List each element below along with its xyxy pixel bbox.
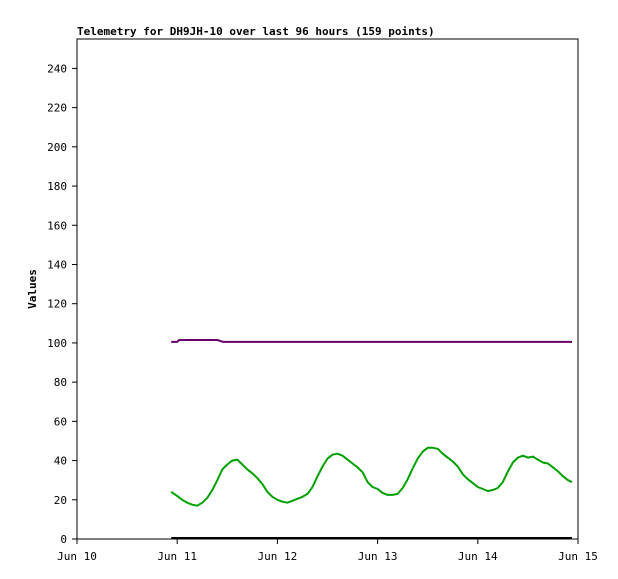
chart-title: Telemetry for DH9JH-10 over last 96 hour… xyxy=(77,25,435,38)
y-tick-label: 40 xyxy=(54,455,67,468)
y-tick-label: 240 xyxy=(47,62,67,75)
series-line-1 xyxy=(171,339,572,343)
y-tick-label: 80 xyxy=(54,376,67,389)
y-tick-label: 160 xyxy=(47,219,67,232)
x-tick-label: Jun 14 xyxy=(458,550,498,563)
x-tick-label: Jun 10 xyxy=(57,550,97,563)
x-tick-label: Jun 15 xyxy=(558,550,598,563)
series-layer xyxy=(170,339,573,539)
y-axis: 0 20 40 60 80 100 120 140 160 180 200 220 240 xyxy=(47,62,77,546)
y-tick-label: 220 xyxy=(47,102,67,115)
y-tick-label: 120 xyxy=(47,298,67,311)
plot-area xyxy=(76,38,579,540)
y-tick-label: 180 xyxy=(47,180,67,193)
series-line-2 xyxy=(170,446,573,507)
x-tick-label: Jun 11 xyxy=(157,550,197,563)
x-tick-label: Jun 13 xyxy=(358,550,398,563)
y-tick-label: 140 xyxy=(47,258,67,271)
y-tick-label: 200 xyxy=(47,141,67,154)
y-tick-label: 100 xyxy=(47,337,67,350)
y-tick-label: 20 xyxy=(54,494,67,507)
x-tick-label: Jun 12 xyxy=(258,550,298,563)
y-tick-label: 60 xyxy=(54,415,67,428)
x-axis: Jun 10 Jun 11 Jun 12 Jun 13 Jun 14 Jun 15 xyxy=(57,539,598,563)
y-axis-title: Values xyxy=(26,269,39,309)
y-tick-label: 0 xyxy=(60,533,67,546)
